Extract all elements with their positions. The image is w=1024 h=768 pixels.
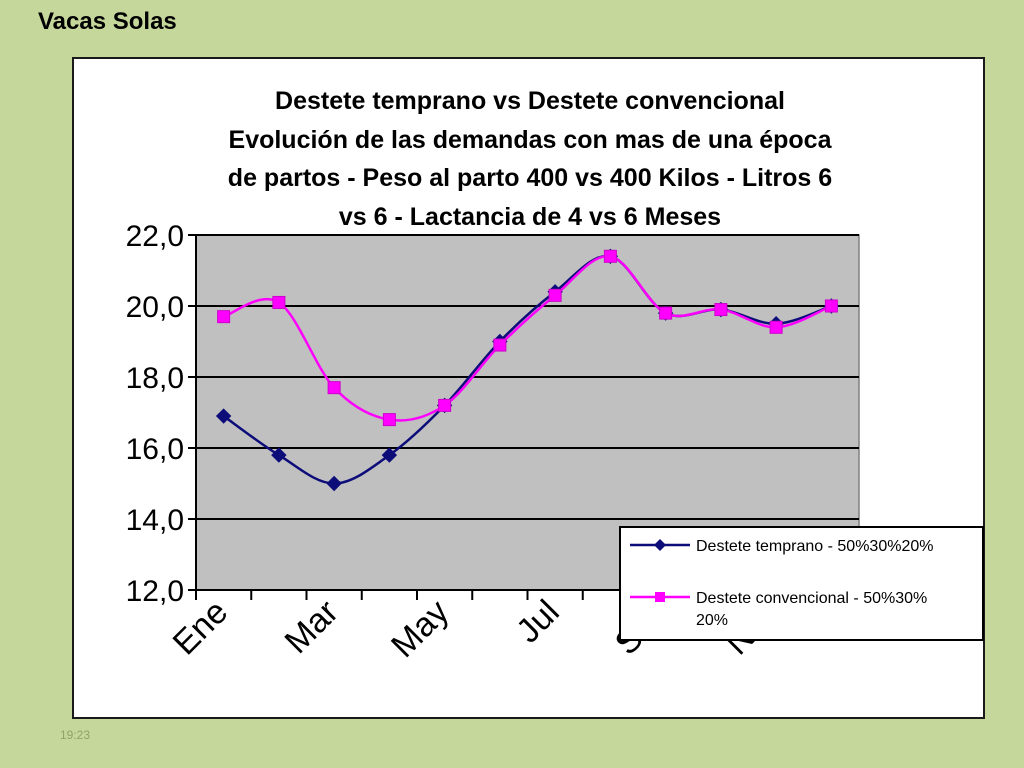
footer-timestamp: 19:23 <box>60 728 91 742</box>
x-tick-label: Jul <box>509 593 567 651</box>
data-point-square <box>272 295 286 309</box>
data-point-square <box>603 249 617 263</box>
data-point-square <box>548 288 562 302</box>
legend-label-line: 20% <box>696 612 728 629</box>
y-tick-label: 18,0 <box>126 362 184 395</box>
data-point-square <box>659 306 673 320</box>
chart-title-line: de partos - Peso al parto 400 vs 400 Kil… <box>227 164 833 192</box>
data-point-square <box>769 320 783 334</box>
legend-content: Destete temprano - 50%30%20% Destete conv… <box>630 538 933 629</box>
x-tick-label: May <box>384 593 456 665</box>
data-point-square <box>493 338 507 352</box>
y-tick-label: 20,0 <box>126 291 184 324</box>
data-point-diamond <box>271 447 287 463</box>
legend-label-line: Destete convencional - 50%30% <box>696 590 927 607</box>
plot-area <box>195 234 860 591</box>
data-point-diamond <box>381 447 398 463</box>
data-point-square <box>217 310 231 324</box>
data-point-diamond <box>326 475 342 492</box>
y-tick-label: 22,0 <box>126 220 184 253</box>
data-point-square <box>327 381 341 395</box>
data-point-diamond <box>215 408 232 424</box>
chart-title: Destete temprano vs Destete convencional… <box>80 82 980 236</box>
legend-marker-square <box>655 592 665 602</box>
data-point-square <box>824 299 838 313</box>
legend-label: Destete temprano - 50%30%20% <box>696 538 933 555</box>
slide-title: Vacas Solas <box>38 8 177 35</box>
legend-marker-diamond <box>654 539 666 551</box>
data-point-square <box>382 413 396 427</box>
chart-title-line: vs 6 - Lactancia de 4 vs 6 Meses <box>338 202 722 231</box>
y-tick-label: 14,0 <box>126 504 184 537</box>
legend-label: Destete convencional - 50%30% 20% <box>696 590 927 629</box>
chart-title-line: Evolución de las demandas con mas de una… <box>228 125 832 154</box>
chart-title-line: Destete temprano vs Destete convencional <box>275 87 785 115</box>
data-point-square <box>438 398 452 412</box>
y-tick-label: 16,0 <box>126 433 184 466</box>
data-point-square <box>714 303 728 317</box>
x-tick-label: Mar <box>278 593 346 661</box>
y-tick-label: 12,0 <box>126 575 184 608</box>
